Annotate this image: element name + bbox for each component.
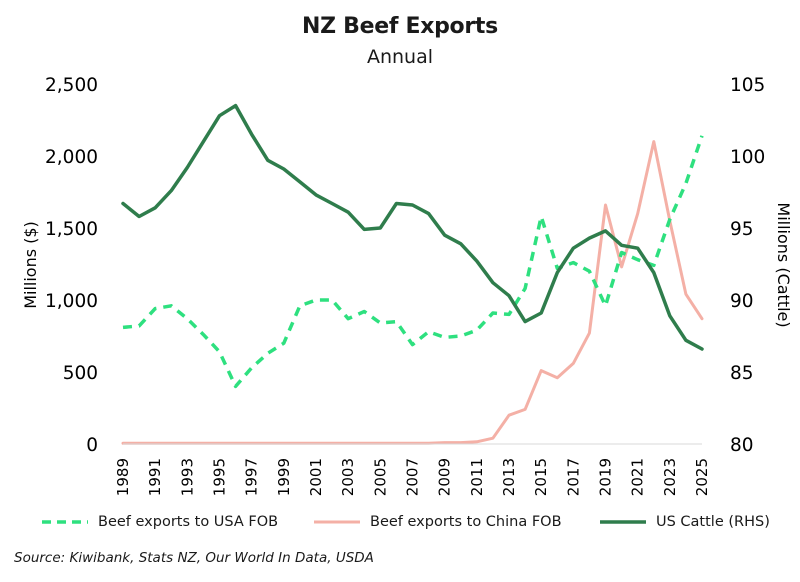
x-tick-label: 2017: [564, 458, 582, 496]
x-tick-label: 1993: [178, 458, 196, 496]
x-tick-label: 2005: [371, 458, 389, 496]
x-tick-label: 2025: [693, 458, 711, 496]
x-tick-label: 2007: [404, 458, 422, 496]
x-tick-label: 1999: [275, 458, 293, 496]
x-tick-label: 1995: [211, 458, 229, 496]
x-axis: 1989 1991 1993 1995 1997 1999 2001 2003 2005 2007…: [114, 443, 711, 496]
x-tick-label: 2011: [468, 458, 486, 496]
legend-label-cattle: US Cattle (RHS): [656, 514, 770, 530]
left-tick-label: 0: [86, 435, 98, 456]
series-line-0: [122, 135, 704, 389]
legend-label-usa: Beef exports to USA FOB: [98, 514, 279, 530]
legend-label-china: Beef exports to China FOB: [370, 514, 562, 530]
x-tick-label: 2019: [597, 458, 615, 496]
left-axis-label: Millions ($): [21, 221, 40, 309]
plot-area: [121, 103, 704, 445]
right-tick-label: 80: [730, 435, 754, 456]
legend-swatch-cattle: [600, 520, 646, 524]
left-tick-label: 500: [63, 363, 98, 384]
right-axis: 80 85 90 95 100 105: [730, 75, 765, 456]
x-tick-label: 2021: [629, 458, 647, 496]
x-tick-label: 2001: [307, 458, 325, 496]
x-tick-label: 2003: [339, 458, 357, 496]
legend-item-usa: Beef exports to USA FOB: [40, 514, 278, 530]
x-tick-label: 1991: [146, 458, 164, 496]
series-line-2: [121, 103, 704, 351]
legend: Beef exports to USA FOB Beef exports to …: [0, 514, 800, 538]
left-tick-label: 1,500: [45, 219, 98, 240]
source-note: Source: Kiwibank, Stats NZ, Our World In…: [14, 550, 374, 566]
x-tick-label: 2013: [500, 458, 518, 496]
right-tick-label: 95: [730, 219, 754, 240]
series-line-1: [121, 140, 704, 445]
left-axis: 0 500 1,000 1,500 2,000 2,500: [45, 75, 98, 456]
left-tick-label: 2,500: [45, 75, 98, 96]
x-tick-label: 2009: [436, 458, 454, 496]
x-tick-label: 1997: [243, 458, 261, 496]
x-tick-label: 2023: [661, 458, 679, 496]
legend-swatch-usa: [42, 520, 88, 524]
right-tick-label: 85: [730, 363, 754, 384]
right-tick-label: 100: [730, 147, 765, 168]
x-tick-label: 1989: [114, 458, 132, 496]
x-tick-label: 2015: [532, 458, 550, 496]
chart-subtitle: Annual: [366, 46, 434, 68]
right-tick-label: 90: [730, 291, 754, 312]
chart-title: NZ Beef Exports: [302, 14, 498, 39]
left-tick-label: 2,000: [45, 147, 98, 168]
left-tick-label: 1,000: [45, 291, 98, 312]
legend-swatch-china: [314, 520, 360, 524]
right-axis-label: Millions (Cattle): [774, 202, 793, 327]
right-tick-label: 105: [730, 75, 765, 96]
legend-item-china: Beef exports to China FOB: [312, 514, 562, 530]
legend-item-cattle: US Cattle (RHS): [598, 514, 770, 530]
